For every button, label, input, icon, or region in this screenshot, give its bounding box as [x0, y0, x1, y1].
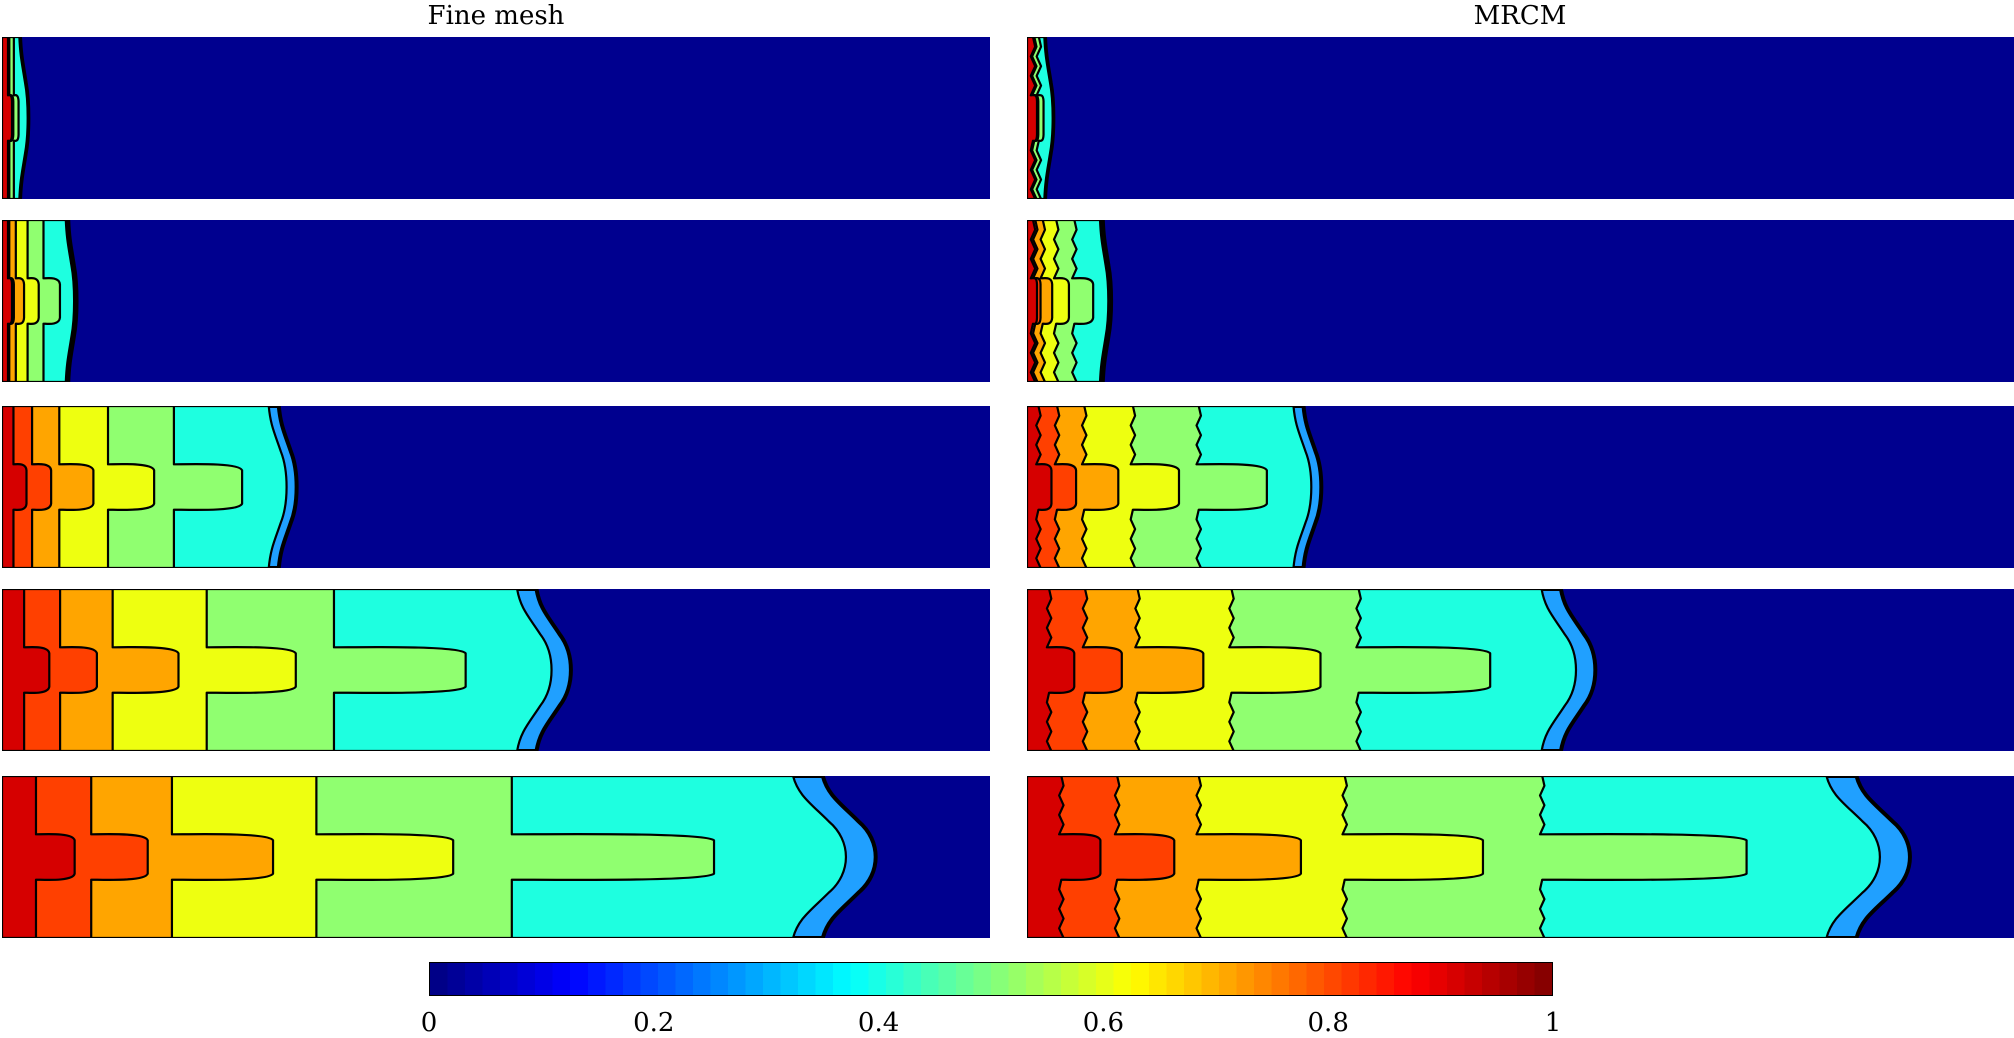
colorbar-tick-label: 1 [1544, 1008, 1562, 1038]
contour-plot [1027, 220, 1114, 382]
contour-band-0 [1027, 37, 1039, 199]
contour-band-0 [2, 220, 14, 382]
contour-band-0 [2, 406, 28, 568]
contour-panel-fine-mesh-3 [2, 406, 990, 568]
contour-band-0 [1027, 406, 1053, 568]
colorbar [429, 962, 1553, 996]
colorbar-tick-label: 0 [420, 1008, 438, 1038]
contour-plot [2, 406, 299, 568]
contour-panel-fine-mesh-1 [2, 37, 990, 199]
column-title-mrcm: MRCM [1473, 1, 1567, 31]
contour-panel-mrcm-1 [1027, 37, 2014, 199]
contour-plot [2, 589, 573, 751]
contour-band-0 [2, 37, 14, 199]
contour-plot [2, 220, 79, 382]
contour-panel-mrcm-4 [1027, 589, 2014, 751]
contour-panel-fine-mesh-2 [2, 220, 990, 382]
contour-plot [2, 776, 878, 938]
contour-band-0 [1027, 589, 1076, 751]
contour-panel-fine-mesh-5 [2, 776, 990, 938]
contour-panel-fine-mesh-4 [2, 589, 990, 751]
contour-band-0 [1027, 220, 1039, 382]
contour-band-0 [2, 776, 76, 938]
column-title-fine-mesh: Fine mesh [427, 1, 565, 31]
contour-panel-mrcm-2 [1027, 220, 2014, 382]
contour-plot [1027, 589, 1598, 751]
contour-plot [1027, 776, 1912, 938]
contour-plot [2, 37, 31, 199]
contour-panel-mrcm-5 [1027, 776, 2014, 938]
colorbar-tick-label: 0.6 [1082, 1008, 1125, 1038]
colorbar-tick-label: 0.2 [633, 1008, 675, 1038]
colorbar-tick-label: 0.8 [1307, 1008, 1349, 1038]
contour-plot [1027, 37, 1056, 199]
contour-panel-mrcm-3 [1027, 406, 2014, 568]
contour-plot [1027, 406, 1324, 568]
contour-band-0 [2, 589, 51, 751]
contour-band-0 [1027, 776, 1102, 938]
colorbar-tick-label: 0.4 [857, 1008, 900, 1038]
